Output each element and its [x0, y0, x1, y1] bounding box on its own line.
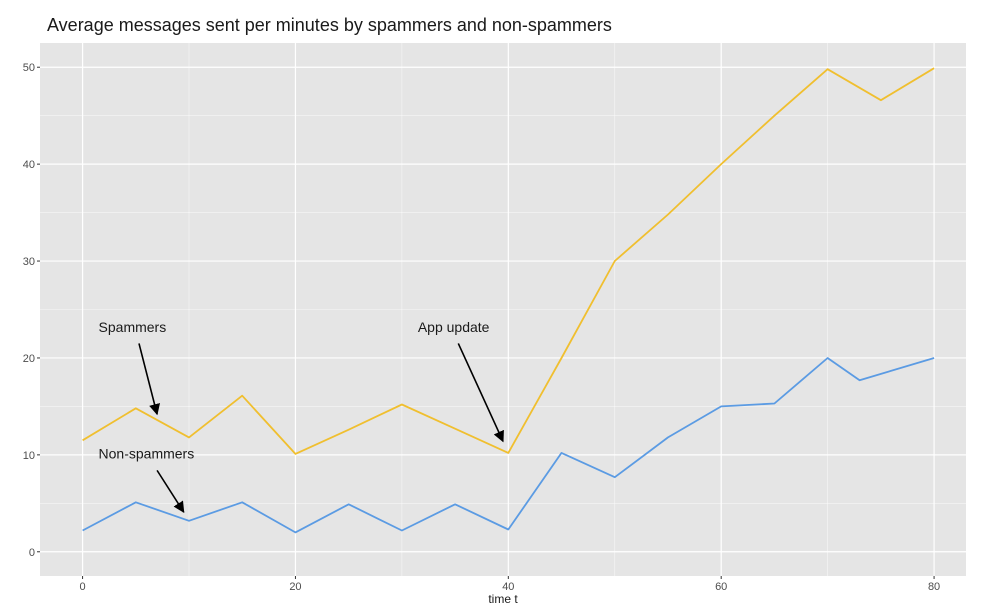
x-tick-label: 20 — [289, 581, 301, 593]
series-line-0 — [82, 67, 935, 455]
y-tick-label: 10 — [23, 450, 35, 462]
y-tick-label: 0 — [29, 547, 35, 559]
chart-title: Average messages sent per minutes by spa… — [47, 15, 612, 35]
x-tick-label: 80 — [928, 581, 940, 593]
series-lines — [82, 67, 935, 534]
annotation-arrow-2 — [156, 469, 185, 513]
y-tick-label: 20 — [23, 353, 35, 365]
y-tick-label: 40 — [23, 159, 35, 171]
annotation-label-1: App update — [418, 319, 490, 335]
x-tick-label: 0 — [80, 581, 86, 593]
x-axis-label: time t — [488, 592, 518, 606]
x-tick-label: 60 — [715, 581, 727, 593]
series-line-1 — [82, 357, 935, 534]
x-tick-label: 40 — [502, 581, 514, 593]
annotation-arrow-0 — [138, 343, 161, 416]
y-tick-label: 50 — [23, 62, 35, 74]
annotation-label-2: Non-spammers — [99, 446, 195, 462]
annotation-label-0: Spammers — [99, 319, 167, 335]
annotations: Spammers App update Non-spammers — [99, 319, 504, 513]
axes: 0 10 20 30 40 50 0 20 40 60 80 — [23, 62, 940, 593]
annotation-arrow-1 — [457, 343, 504, 443]
y-tick-label: 30 — [23, 256, 35, 268]
gridlines — [40, 43, 966, 576]
